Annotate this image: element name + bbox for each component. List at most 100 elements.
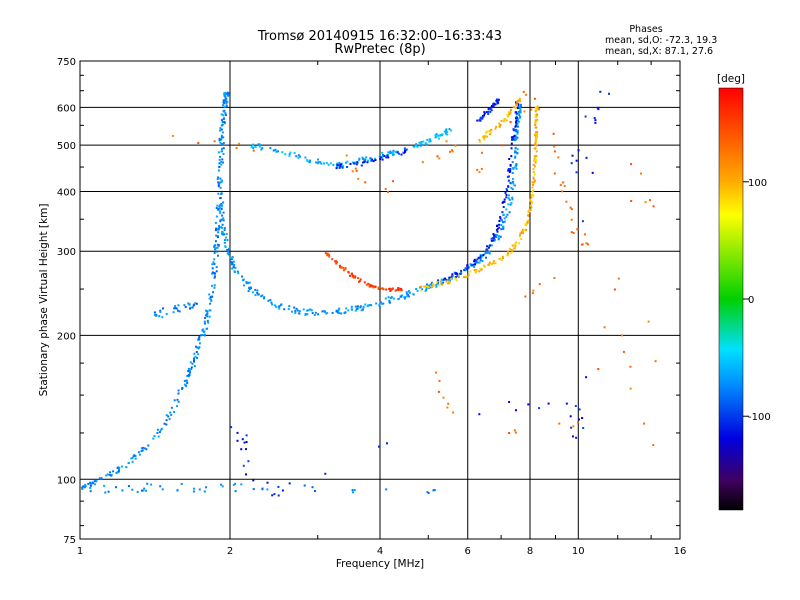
echo-point [652, 444, 655, 446]
echo-point [315, 161, 318, 164]
echo-point [367, 159, 370, 162]
echo-point [227, 251, 230, 253]
echo-point [441, 133, 444, 136]
echo-point [222, 110, 225, 113]
echo-point [515, 151, 517, 154]
echo-point [516, 122, 519, 125]
echo-point [167, 415, 170, 418]
echo-point [81, 486, 84, 489]
echo-point [338, 162, 341, 164]
echo-point [331, 311, 334, 314]
echo-point [533, 97, 536, 100]
echo-point [503, 118, 505, 121]
echo-point [116, 471, 119, 474]
echo-point [457, 276, 460, 279]
echo-point [594, 121, 597, 124]
echo-point [260, 148, 263, 151]
echo-point [245, 434, 248, 437]
echo-point [478, 261, 481, 264]
echo-point [547, 402, 550, 405]
echo-point [127, 461, 130, 464]
echo-point [173, 307, 176, 310]
echo-point [493, 103, 496, 106]
echo-point [492, 104, 495, 107]
echo-point [331, 258, 334, 261]
echo-point [535, 126, 537, 129]
echo-point [400, 295, 403, 298]
echo-point [183, 379, 186, 382]
echo-point [389, 296, 392, 299]
echo-point [272, 149, 275, 152]
echo-point [483, 252, 486, 255]
echo-point [532, 176, 535, 179]
echo-point [476, 261, 479, 264]
echo-point [341, 162, 344, 165]
echo-point [267, 299, 270, 302]
echo-point [533, 147, 536, 150]
echo-point [492, 261, 495, 264]
echo-point [221, 158, 224, 161]
echo-point [269, 299, 272, 302]
echo-point [516, 100, 519, 103]
echo-point [163, 422, 166, 425]
echo-point [532, 168, 535, 171]
echo-point [110, 474, 113, 477]
echo-point [518, 242, 521, 245]
echo-point [534, 114, 537, 117]
echo-point [295, 307, 298, 310]
echo-point [248, 286, 250, 289]
echo-point [172, 311, 175, 314]
echo-point [275, 150, 278, 153]
echo-point [516, 116, 518, 119]
echo-point [206, 327, 209, 330]
echo-point [469, 270, 472, 273]
echo-point [479, 140, 481, 143]
echo-point [483, 111, 486, 114]
echo-point [508, 211, 511, 214]
echo-point [195, 345, 197, 348]
echo-point [221, 231, 224, 234]
echo-point [361, 161, 364, 164]
echo-point [193, 365, 196, 368]
echo-point [425, 288, 428, 291]
echo-point [325, 161, 328, 164]
echo-point [479, 259, 482, 262]
echo-point [535, 150, 538, 153]
echo-point [134, 454, 137, 457]
echo-point [498, 220, 501, 222]
echo-point [214, 275, 216, 278]
colorbar-label: [deg] [717, 73, 745, 85]
echo-point [572, 425, 575, 428]
echo-point [509, 203, 512, 206]
echo-point [497, 235, 500, 238]
echo-point [81, 487, 84, 490]
echo-point [83, 486, 86, 489]
echo-point [254, 294, 257, 297]
echo-point [511, 198, 514, 201]
y-tick-label: 100 [57, 475, 76, 486]
echo-point [117, 469, 120, 472]
echo-point [593, 117, 596, 119]
echo-point [173, 411, 176, 413]
echo-point [640, 172, 642, 175]
echo-point [532, 171, 535, 173]
echo-point [507, 168, 510, 170]
echo-point [526, 221, 529, 224]
echo-point [174, 305, 177, 307]
x-axis-label: Frequency [MHz] [336, 558, 424, 570]
echo-point [224, 236, 227, 239]
echo-point [527, 209, 530, 212]
echo-point [211, 271, 214, 274]
echo-point [224, 239, 226, 241]
echo-point [250, 287, 252, 290]
echo-point [225, 102, 228, 105]
echo-point [511, 138, 513, 141]
echo-point [482, 264, 485, 267]
echo-point [217, 236, 219, 239]
echo-point [324, 472, 327, 475]
echo-point [371, 285, 374, 288]
x-tick-label: 10 [572, 546, 585, 557]
echo-point [382, 288, 385, 291]
echo-point [434, 134, 437, 137]
